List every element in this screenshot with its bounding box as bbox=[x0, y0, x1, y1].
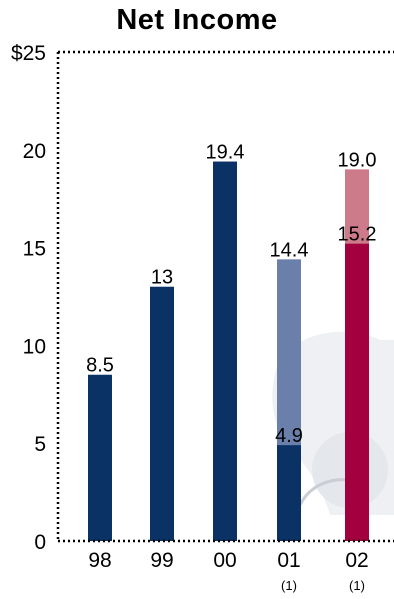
x-tick-label-98: 98 bbox=[88, 549, 111, 572]
data-label-99-0: 13 bbox=[151, 267, 173, 289]
data-label-02-0: 15.2 bbox=[338, 224, 377, 246]
bar-99-segment-0 bbox=[150, 286, 174, 541]
x-note-02: (1) bbox=[349, 578, 365, 593]
x-note-01: (1) bbox=[281, 578, 297, 593]
x-tick-label-00: 00 bbox=[213, 549, 236, 572]
y-tick-label-10: 10 bbox=[23, 335, 46, 358]
x-tick-label-01: 01 bbox=[277, 549, 300, 572]
bar-98-segment-0 bbox=[88, 374, 112, 541]
x-tick-label-02: 02 bbox=[345, 549, 368, 572]
bars-layer bbox=[88, 161, 369, 542]
y-tick-label-15: 15 bbox=[23, 238, 46, 261]
x-categories-layer: 98 99 00 01 (1) 02 (1) bbox=[88, 549, 368, 593]
chart-title: Net Income bbox=[116, 4, 278, 36]
bar-02-segment-0 bbox=[345, 243, 369, 542]
y-ticks-layer: 0 5 10 15 20 $25 bbox=[11, 42, 46, 554]
x-tick-label-99: 99 bbox=[150, 549, 173, 572]
y-tick-label-0: 0 bbox=[34, 531, 46, 554]
y-tick-label-5: 5 bbox=[34, 433, 46, 456]
data-label-02-1: 19.0 bbox=[338, 149, 377, 171]
y-tick-label-25: $25 bbox=[11, 42, 46, 65]
data-label-98-0: 8.5 bbox=[86, 355, 114, 377]
bar-00-segment-0 bbox=[213, 161, 237, 541]
data-label-00-0: 19.4 bbox=[206, 142, 245, 164]
data-labels-layer: 8.5 13 19.4 4.9 14.4 15.2 19.0 bbox=[86, 142, 376, 448]
data-label-01-1: 14.4 bbox=[270, 239, 309, 261]
axes-layer bbox=[56, 50, 394, 543]
y-tick-label-20: 20 bbox=[23, 140, 46, 163]
bar-01-segment-0 bbox=[277, 445, 301, 541]
data-label-01-0: 4.9 bbox=[275, 425, 303, 447]
